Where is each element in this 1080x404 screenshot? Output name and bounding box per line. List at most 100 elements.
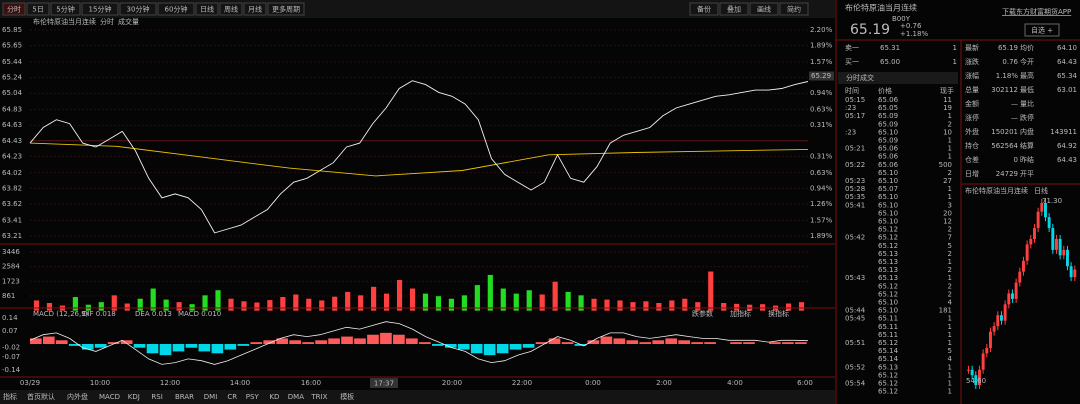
trade-qty: 1 xyxy=(948,371,952,379)
macd-bar xyxy=(185,344,198,348)
y-tick-label: 64.02 xyxy=(2,169,22,177)
tab[interactable]: 分时 xyxy=(7,5,21,14)
trade-price: 65.12 xyxy=(878,226,898,234)
bottom-tab[interactable]: DMA xyxy=(288,393,304,401)
bottom-tab[interactable]: MACD xyxy=(99,393,120,401)
app-link[interactable]: 下载东方财富期货APP xyxy=(1002,7,1071,16)
trade-tab[interactable]: 分时成交 xyxy=(846,73,874,82)
trade-price: 65.10 xyxy=(878,218,898,226)
macd-bar xyxy=(276,338,289,344)
tab-bg[interactable] xyxy=(2,2,26,16)
macd-bar xyxy=(263,340,276,344)
macd-bar xyxy=(704,342,716,344)
trade-time: 05:54 xyxy=(845,380,866,388)
bottom-tab[interactable]: DMI xyxy=(204,393,218,401)
macd-tick-label: -0.02 xyxy=(2,344,20,352)
bottom-tab[interactable]: 指标 xyxy=(3,392,17,401)
trade-price: 65.12 xyxy=(878,339,898,347)
candle-body xyxy=(1029,238,1033,245)
bottom-tab[interactable]: CR xyxy=(227,393,237,401)
macd-bar xyxy=(522,344,535,348)
fav-btn[interactable] xyxy=(1024,23,1060,37)
trade-price: 65.09 xyxy=(878,120,898,128)
trade-price: 65.07 xyxy=(878,185,898,193)
macd-btn[interactable]: 跌参数 xyxy=(692,309,713,318)
tab[interactable]: 更多周期 xyxy=(272,5,300,14)
volume-bar xyxy=(734,303,740,311)
tab-bg[interactable] xyxy=(26,2,50,16)
trade-qty: 1 xyxy=(948,153,952,161)
tool-btn[interactable] xyxy=(689,2,719,16)
volume-bar xyxy=(721,302,727,311)
tool-btn-label[interactable]: 画线 xyxy=(757,5,771,14)
y-tick-label: 63.41 xyxy=(2,216,22,224)
pct-label: 0.63% xyxy=(810,106,833,114)
tool-btn-label[interactable]: 备份 xyxy=(697,5,711,14)
macd-btn[interactable]: 换指标 xyxy=(768,309,789,318)
tab-bg[interactable] xyxy=(81,2,119,16)
fav-label[interactable]: 自选 + xyxy=(1031,26,1053,35)
trade-price: 65.10 xyxy=(878,201,898,209)
macd-bar xyxy=(769,342,781,344)
cursor-label: 17:37 xyxy=(374,380,394,388)
stat-label: 最低 xyxy=(1020,85,1034,94)
tab[interactable]: 周线 xyxy=(224,5,238,14)
stat-label: 最新 xyxy=(965,43,979,52)
bottom-tab[interactable]: 内外盘 xyxy=(67,392,88,401)
chart-avg xyxy=(29,142,809,177)
trade-price: 65.12 xyxy=(878,290,898,298)
macd-bar xyxy=(367,334,379,344)
tool-btn[interactable] xyxy=(749,2,779,16)
trade-time: 05:21 xyxy=(845,145,865,153)
y-tick-label: 63.62 xyxy=(2,200,22,208)
candle-body xyxy=(1055,238,1058,250)
tool-btn-label[interactable]: 简约 xyxy=(787,5,801,14)
stat-value: 562564 xyxy=(991,142,1018,150)
tool-btn[interactable] xyxy=(779,2,809,16)
tab-bg[interactable] xyxy=(243,2,267,16)
tab[interactable]: 15分钟 xyxy=(89,5,112,14)
bottom-tab[interactable]: TRIX xyxy=(310,393,327,401)
trade-price: 65.13 xyxy=(878,266,898,274)
tab[interactable]: 月线 xyxy=(248,5,262,14)
bottom-tab[interactable]: KD xyxy=(269,393,279,401)
volume-bar xyxy=(189,304,195,311)
y-tick-label: 63.82 xyxy=(2,184,22,192)
trade-qty: 10 xyxy=(943,128,952,136)
bottom-tab[interactable]: PSY xyxy=(246,393,260,401)
trade-qty: 5 xyxy=(948,347,952,355)
trade-price: 65.10 xyxy=(878,307,898,315)
tab[interactable]: 60分钟 xyxy=(165,5,188,14)
trade-price: 65.11 xyxy=(878,323,898,331)
trade-tab-bg xyxy=(838,72,958,84)
bottom-tab[interactable]: KDJ xyxy=(128,393,140,401)
tab-bg[interactable] xyxy=(119,2,157,16)
tab[interactable]: 5分钟 xyxy=(56,5,74,14)
trade-price: 65.11 xyxy=(878,315,898,323)
tab-bg[interactable] xyxy=(267,2,305,16)
bottom-tab[interactable]: RSI xyxy=(151,393,162,401)
trade-qty: 1 xyxy=(948,315,952,323)
bottom-tab[interactable]: BRAR xyxy=(175,393,194,401)
candle-body xyxy=(967,369,970,371)
tab-bg[interactable] xyxy=(157,2,195,16)
y-tick-label: 63.21 xyxy=(2,232,22,240)
bottom-tab[interactable]: 首页默认 xyxy=(27,392,55,401)
volume-bar xyxy=(228,298,234,311)
tab[interactable]: 30分钟 xyxy=(127,5,150,14)
volume-bar xyxy=(345,291,351,311)
volume-bar xyxy=(409,288,416,311)
tab[interactable]: 5日 xyxy=(32,6,43,14)
tool-btn[interactable] xyxy=(719,2,749,16)
bottom-tab[interactable]: 模板 xyxy=(340,392,354,401)
tab[interactable]: 日线 xyxy=(200,5,214,14)
tab-bg[interactable] xyxy=(50,2,81,16)
candle-body xyxy=(981,353,985,370)
tool-btn-label[interactable]: 叠加 xyxy=(727,5,741,14)
x-tick-label: 4:00 xyxy=(727,379,743,387)
trade-time: 05:15 xyxy=(845,96,865,104)
macd-btn[interactable]: 加指标 xyxy=(730,309,751,318)
tab-bg[interactable] xyxy=(195,2,219,16)
trade-qty: 11 xyxy=(943,96,952,104)
tab-bg[interactable] xyxy=(219,2,243,16)
